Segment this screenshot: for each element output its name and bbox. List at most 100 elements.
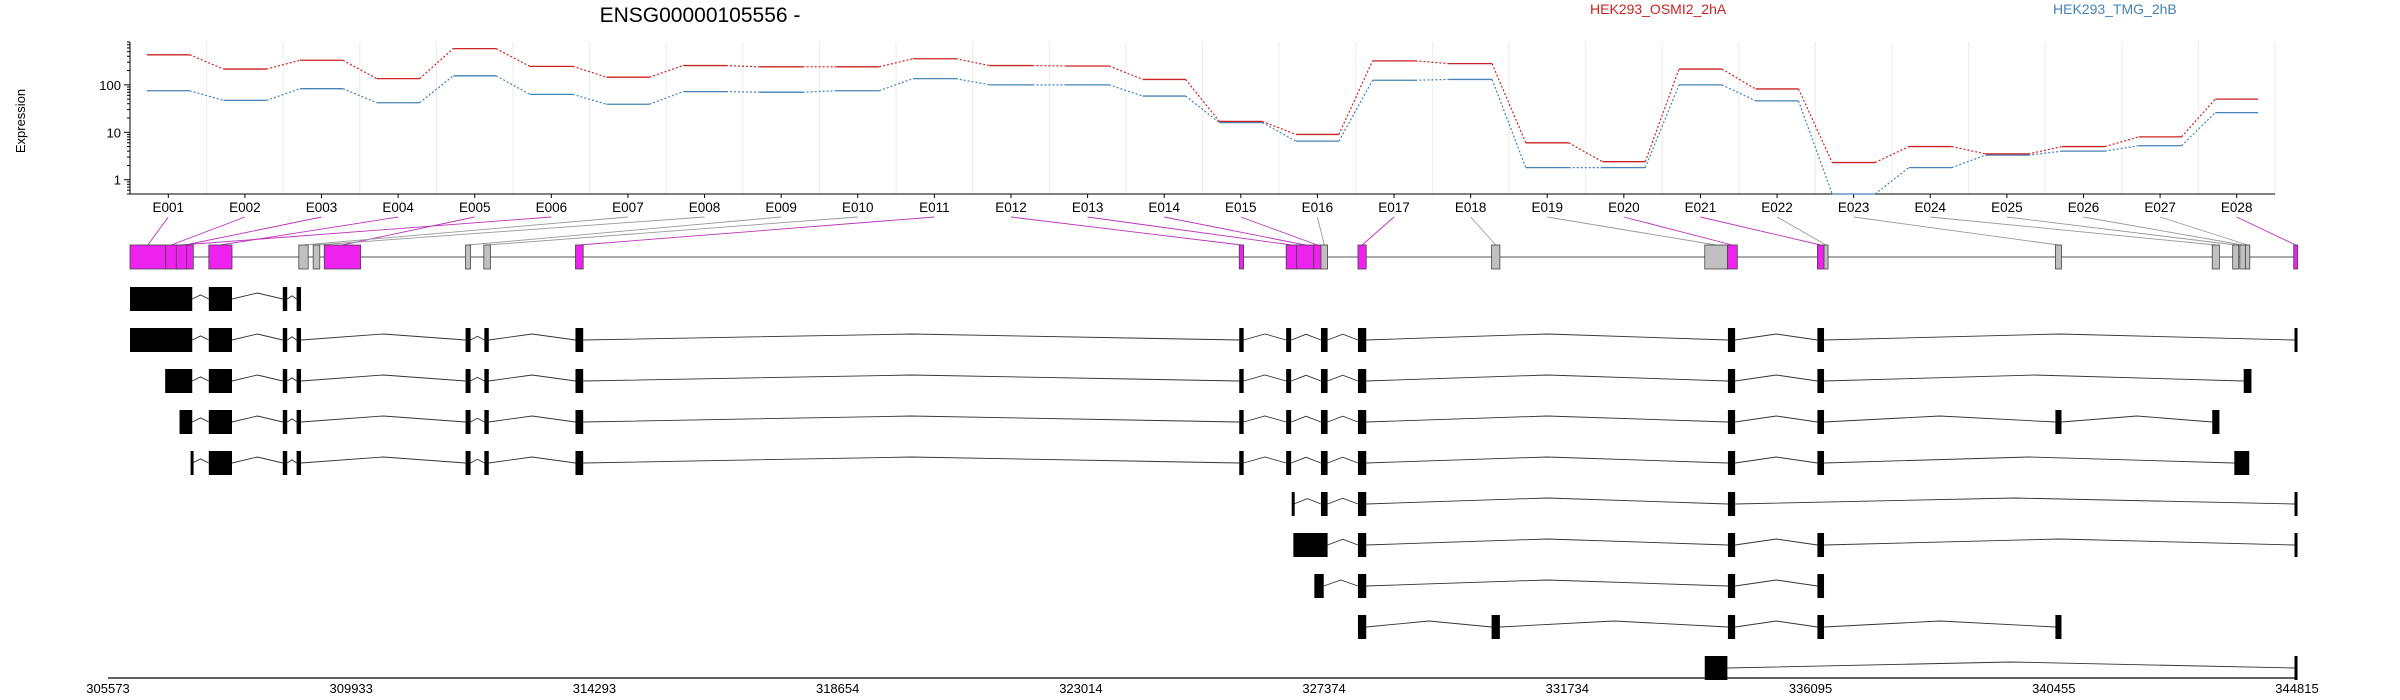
transcript-exon <box>1286 410 1292 434</box>
intron <box>1735 579 1818 587</box>
series-link <box>2028 145 2063 155</box>
transcript-exon <box>1727 410 1736 434</box>
connector-E027 <box>2159 216 2248 246</box>
transcript-exon <box>1491 615 1500 639</box>
exon-label-E015: E015 <box>1225 200 1257 215</box>
intron <box>192 294 209 300</box>
gene-model-exon-E012 <box>1238 244 1245 270</box>
connector-E007 <box>303 216 628 246</box>
intron <box>470 417 485 423</box>
intron <box>1366 620 1492 628</box>
exon-label-E024: E024 <box>1915 200 1947 215</box>
transcript-exon <box>2243 369 2252 393</box>
connector-E005 <box>342 216 475 246</box>
series-link <box>2104 145 2139 152</box>
legend-entry-osmi2: HEK293_OSMI2_2hA <box>1590 1 1727 17</box>
exon-label-E011: E011 <box>919 200 950 215</box>
exon-label-E023: E023 <box>1838 200 1870 215</box>
transcript-exon <box>1727 615 1736 639</box>
transcript-exon <box>282 328 288 352</box>
connector-E019 <box>1547 216 1717 246</box>
transcript-exon <box>1291 492 1295 516</box>
transcript-exon <box>484 369 489 393</box>
intron <box>1366 538 1728 546</box>
exon-label-E008: E008 <box>689 200 721 215</box>
intron <box>1290 456 1322 464</box>
series-link <box>495 75 531 95</box>
intron <box>1366 497 1728 505</box>
connector-E006 <box>181 216 552 246</box>
transcript-exon <box>465 451 471 475</box>
intron <box>286 336 297 341</box>
intron <box>1327 415 1359 423</box>
transcript-exon <box>1286 328 1292 352</box>
transcript-exon <box>575 328 584 352</box>
connector-E001 <box>147 216 169 246</box>
intron <box>1327 333 1359 341</box>
intron <box>231 333 283 341</box>
transcript-exon <box>484 451 489 475</box>
transcript-3 <box>165 369 2252 393</box>
transcript-exon <box>575 451 584 475</box>
intron <box>1327 538 1359 546</box>
intron <box>1366 579 1728 587</box>
connector-E020 <box>1623 216 1733 246</box>
transcript-exon <box>1727 328 1736 352</box>
transcript-exon <box>1320 451 1328 475</box>
transcript-exon <box>2234 451 2250 475</box>
intron <box>1290 333 1322 341</box>
transcript-exon <box>2294 656 2298 680</box>
gene-model-exon-E013 <box>1285 244 1298 270</box>
transcript-exon <box>1286 451 1292 475</box>
series-link <box>2028 150 2063 156</box>
transcript-exon <box>282 451 288 475</box>
intron <box>1735 415 1818 423</box>
exon-label-E018: E018 <box>1455 200 1487 215</box>
transcript-10 <box>1704 656 2298 680</box>
connector-E015 <box>1240 216 1318 246</box>
series-link <box>879 58 914 68</box>
gene-model-exon-E005 <box>323 244 362 270</box>
transcript-exon <box>1286 369 1292 393</box>
transcripts <box>130 287 2298 680</box>
grid-lines <box>129 42 2276 194</box>
intron <box>300 415 466 423</box>
connector-E016 <box>1316 216 1325 246</box>
gene-model-exon-E015 <box>1313 244 1322 270</box>
gene-model-exon-E020 <box>1726 244 1738 270</box>
series-link <box>1261 122 1297 142</box>
legend-entry-tmg: HEK293_TMG_2hB <box>2053 1 2177 17</box>
genomic-tick-label: 305573 <box>86 681 129 696</box>
intron <box>583 415 1240 423</box>
connector-E009 <box>468 216 782 246</box>
transcript-exon <box>1817 328 1825 352</box>
exon-label-E003: E003 <box>306 200 338 215</box>
transcript-exon <box>1239 369 1244 393</box>
gene-model-exon-E014 <box>1296 244 1315 270</box>
transcript-1 <box>130 287 302 311</box>
transcript-exon <box>2294 328 2298 352</box>
connector-E022 <box>1776 216 1827 246</box>
connector-E018 <box>1470 216 1497 246</box>
gene-model-exon-E001 <box>129 244 167 270</box>
transcript-exon <box>1320 369 1328 393</box>
transcript-exon <box>208 369 232 393</box>
transcript-exon <box>2055 410 2062 434</box>
transcript-exon <box>2212 410 2220 434</box>
intron <box>583 456 1240 464</box>
transcript-exon <box>1727 451 1736 475</box>
connector-E010 <box>487 216 858 246</box>
genomic-tick-label: 336095 <box>1789 681 1832 696</box>
gene-model-exon-E027 <box>2244 244 2251 270</box>
genomic-tick-label: 340455 <box>2032 681 2075 696</box>
transcript-exon <box>465 369 471 393</box>
intron <box>1824 620 2056 628</box>
intron <box>231 374 283 382</box>
series-lines <box>146 47 2259 195</box>
intron <box>1727 661 2295 669</box>
intron <box>1290 374 1322 382</box>
transcript-exon <box>282 410 288 434</box>
series-link <box>725 64 760 68</box>
